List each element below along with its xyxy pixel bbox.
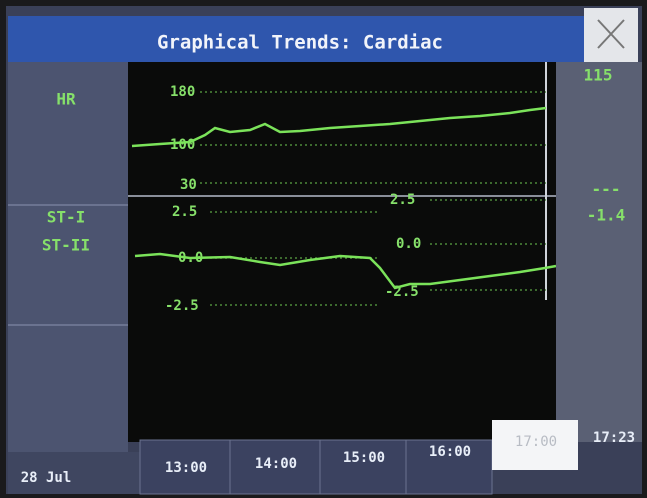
time-label[interactable]: 15:00: [343, 450, 385, 466]
scale-label: 100: [170, 137, 195, 153]
row-label: HR: [56, 90, 76, 109]
row-label: ST-II: [42, 236, 90, 255]
time-label[interactable]: 16:00: [429, 444, 471, 460]
label-column: [8, 62, 128, 452]
monitor-screen: Graphical Trends: Cardiac HR ST-I ST-II …: [0, 0, 647, 498]
title: Graphical Trends: Cardiac: [157, 32, 443, 54]
current-time: 17:23: [593, 430, 635, 446]
time-label[interactable]: 17:00: [515, 434, 557, 450]
scale-label: 2.5: [390, 192, 415, 208]
date: 28 Jul: [21, 470, 72, 486]
value-column: [556, 62, 642, 442]
page: Graphical Trends: Cardiac HR ST-I ST-II …: [0, 0, 647, 498]
close-button[interactable]: [584, 8, 638, 62]
scale-label: 180: [170, 84, 195, 100]
time-button[interactable]: [320, 440, 406, 494]
scale-label: 30: [180, 177, 197, 193]
time-label[interactable]: 14:00: [255, 456, 297, 472]
st-value: -1.4: [587, 206, 626, 225]
scale-label: 0.0: [396, 236, 421, 252]
row-label: ST-I: [47, 208, 86, 227]
scale-label: -2.5: [165, 298, 199, 314]
hr-value: 115: [584, 66, 613, 85]
scale-label: 2.5: [172, 204, 197, 220]
time-label[interactable]: 13:00: [165, 460, 207, 476]
st-value: ---: [592, 180, 621, 199]
